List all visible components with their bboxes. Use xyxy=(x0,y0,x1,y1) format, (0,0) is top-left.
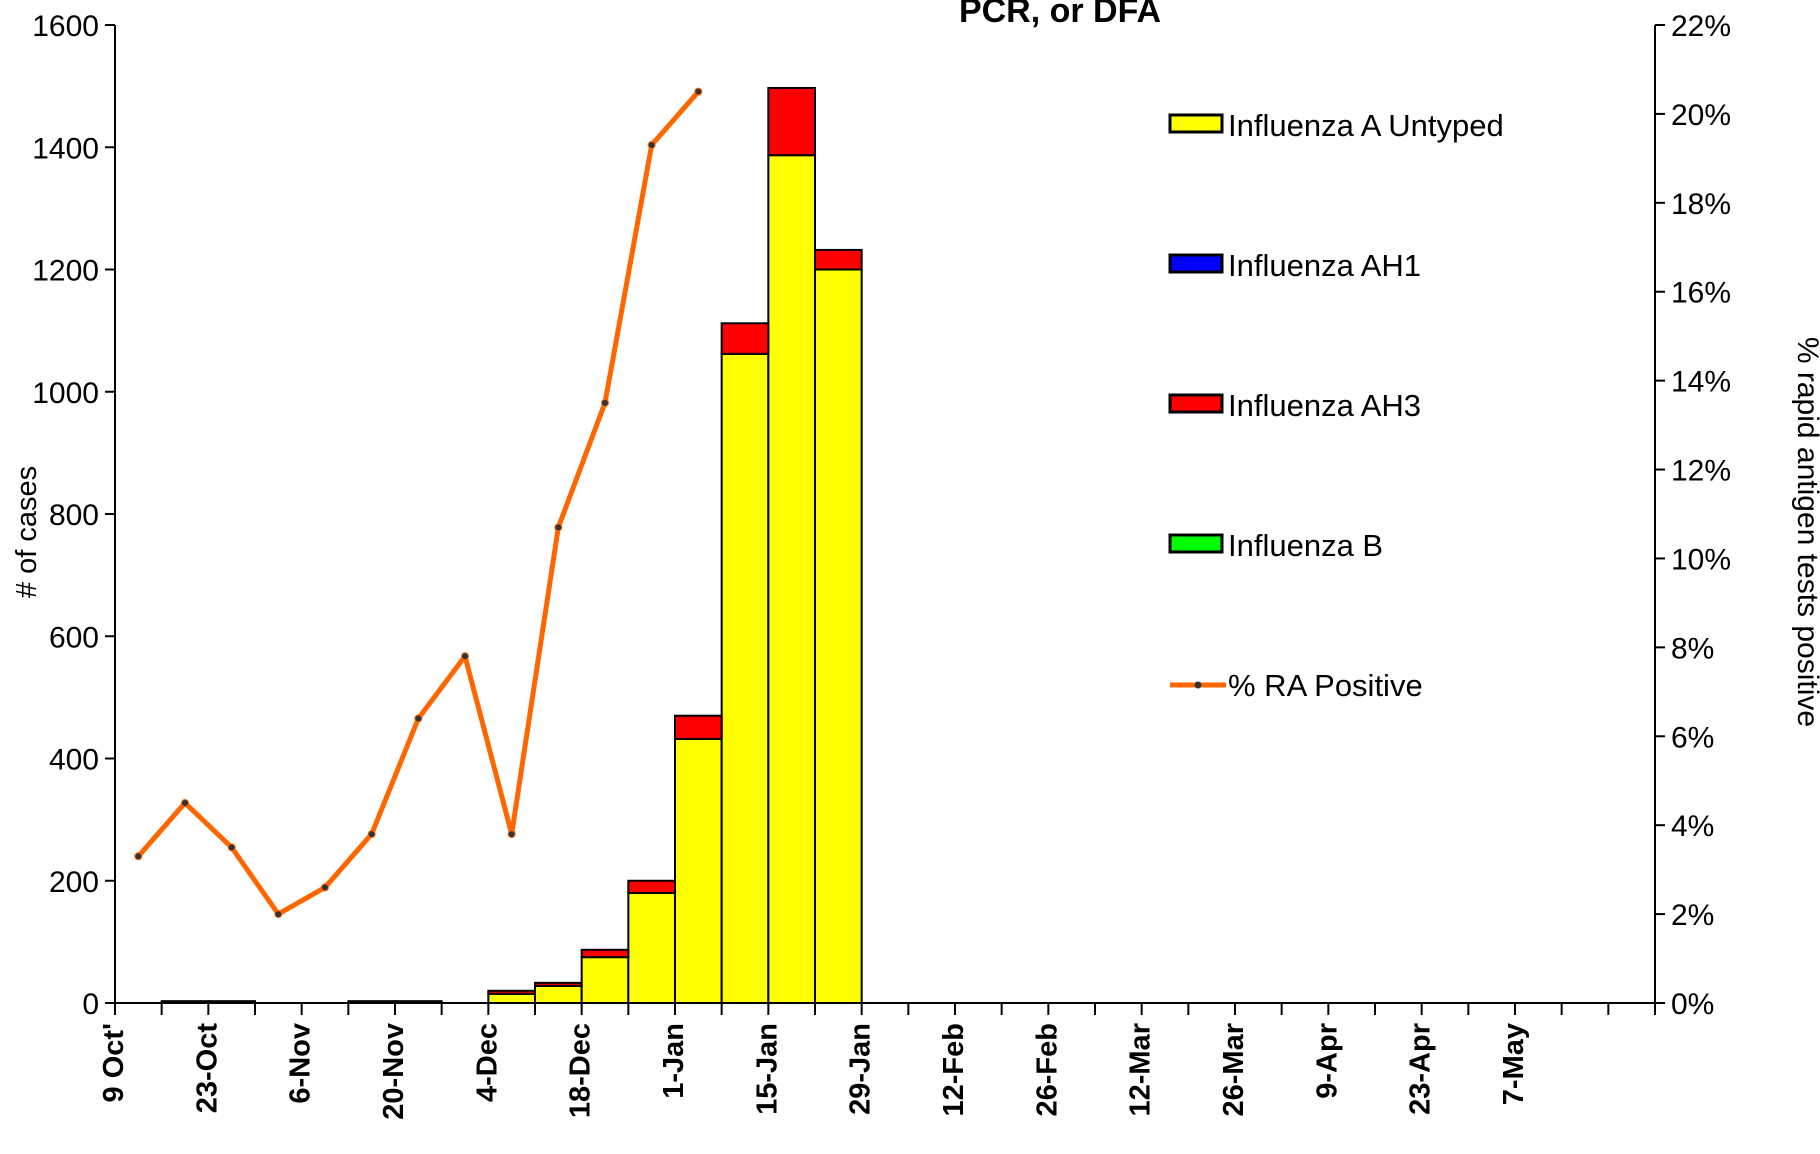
x-tick-label: 23-Oct xyxy=(191,1023,223,1114)
ra-positive-line xyxy=(136,90,701,917)
y2-tick-label: 8% xyxy=(1671,632,1714,665)
x-tick-label: 20-Nov xyxy=(378,1023,410,1120)
bar-segment-influenza-a-untyped xyxy=(487,992,537,1004)
bar-segment-influenza-a-untyped xyxy=(674,737,723,1004)
y-tick-label: 1600 xyxy=(32,10,99,43)
legend-label: % RA Positive xyxy=(1228,668,1423,703)
legend-swatch xyxy=(1168,393,1224,414)
ra-positive-point xyxy=(274,910,283,919)
x-tick-label: 12-Mar xyxy=(1125,1023,1157,1117)
legend: Influenza A Untyped Influenza AH1 Influenz… xyxy=(1168,108,1504,703)
x-tick-label: 9-Apr xyxy=(1311,1023,1343,1099)
y-axis-title: # of cases xyxy=(11,466,43,598)
ra-positive-point xyxy=(414,714,423,723)
x-tick-label: 6-Nov xyxy=(285,1023,317,1104)
y2-tick-label: 4% xyxy=(1671,810,1714,843)
ra-positive-point xyxy=(227,843,236,852)
bar-segment-influenza-ah3 xyxy=(720,322,770,355)
legend-label: Influenza B xyxy=(1228,528,1383,563)
x-tick-label: 1-Jan xyxy=(658,1023,690,1099)
ra-positive-point xyxy=(554,523,563,532)
y2-tick-label: 22% xyxy=(1671,10,1731,43)
x-tick-label: 4-Dec xyxy=(471,1023,503,1102)
x-tick-label: 26-Feb xyxy=(1031,1023,1063,1116)
y2-tick-label: 6% xyxy=(1671,721,1714,754)
bar-segment-influenza-ah3 xyxy=(767,86,816,157)
x-axis-ticks: 9 Oct' 23-Oct 6-Nov 20-Nov 4-Dec 18-Dec 1-Jan 1… xyxy=(98,1003,1656,1120)
legend-label: Influenza AH1 xyxy=(1228,248,1421,283)
bar-segment-influenza-ah3 xyxy=(487,989,537,995)
y-tick-label: 0 xyxy=(82,988,99,1021)
line-series xyxy=(134,87,703,919)
legend-label: Influenza A Untyped xyxy=(1228,108,1504,143)
bar-segment-influenza-ah3 xyxy=(580,948,630,959)
ra-positive-point xyxy=(507,830,516,839)
bars xyxy=(160,86,863,1005)
bar-segment-influenza-a-untyped xyxy=(814,268,863,1004)
y2-tick-label: 20% xyxy=(1671,99,1731,132)
bar-segment-influenza-ah3 xyxy=(534,981,583,987)
legend-line-marker xyxy=(1194,681,1202,689)
bar-segment-influenza-a-untyped xyxy=(534,984,583,1005)
bar-segment-influenza-a-untyped xyxy=(767,154,816,1005)
ra-positive-point xyxy=(321,883,329,892)
y2-tick-label: 12% xyxy=(1671,455,1731,488)
ra-positive-point xyxy=(647,141,656,150)
legend-swatch xyxy=(1168,113,1224,134)
y2-tick-label: 0% xyxy=(1671,988,1714,1021)
bar-segment-influenza-ah3 xyxy=(814,248,863,271)
bar-segment-influenza-ah3 xyxy=(627,879,676,894)
x-tick-label: 15-Jan xyxy=(751,1023,783,1115)
ra-positive-point xyxy=(461,652,469,661)
y2-tick-label: 16% xyxy=(1671,277,1731,310)
ra-positive-point xyxy=(601,398,609,407)
left-axis-ticks: 0 200 400 600 800 1000 1200 1400 1600 xyxy=(32,10,115,1021)
y-tick-label: 1400 xyxy=(32,132,99,165)
x-tick-label: 23-Apr xyxy=(1405,1023,1437,1115)
bar-segment-influenza-ah3 xyxy=(674,714,723,740)
y-tick-label: 200 xyxy=(49,866,99,899)
ra-positive-point xyxy=(181,798,189,807)
bar-segment-influenza-a-untyped xyxy=(720,352,770,1005)
x-tick-label: 29-Jan xyxy=(845,1023,877,1115)
y2-tick-label: 2% xyxy=(1671,899,1714,932)
right-axis-ticks: 0% 2% 4% 6% 8% 10% 12% 14% 16% 18% 20% 22% xyxy=(1655,10,1731,1021)
y-tick-label: 600 xyxy=(49,621,99,654)
x-tick-label: 7-May xyxy=(1498,1023,1530,1105)
chart-title: PCR, or DFA xyxy=(959,0,1161,30)
y-tick-label: 800 xyxy=(49,499,99,532)
bar-segment-influenza-a-untyped xyxy=(580,956,630,1004)
y-tick-label: 1200 xyxy=(32,255,99,288)
x-tick-label: 12-Feb xyxy=(938,1023,970,1116)
ra-positive-point xyxy=(694,87,703,96)
legend-swatch xyxy=(1168,253,1224,274)
x-tick-label: 26-Mar xyxy=(1218,1023,1250,1117)
x-tick-label: 9 Oct' xyxy=(98,1023,130,1102)
y2-tick-label: 14% xyxy=(1671,366,1731,399)
legend-swatch xyxy=(1168,533,1224,554)
ra-positive-point xyxy=(367,830,376,839)
x-tick-label: 18-Dec xyxy=(565,1023,597,1118)
y-tick-label: 1000 xyxy=(32,377,99,410)
y2-tick-label: 10% xyxy=(1671,543,1731,576)
legend-label: Influenza AH3 xyxy=(1228,388,1421,423)
y-tick-label: 400 xyxy=(49,744,99,777)
y2-axis-title: % rapid antigen tests positive xyxy=(1791,337,1820,727)
bar-segment-influenza-a-untyped xyxy=(627,891,676,1004)
ra-positive-point xyxy=(134,852,143,861)
y2-tick-label: 18% xyxy=(1671,188,1731,221)
